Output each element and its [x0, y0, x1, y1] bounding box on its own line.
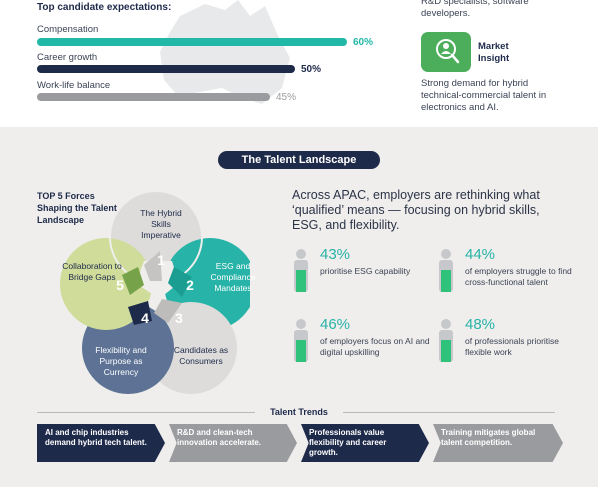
trends-divider-left [37, 412, 255, 413]
force-3-label: Candidates as Consumers [173, 345, 229, 366]
forces-flower-diagram [60, 190, 250, 394]
stat-percent: 43% [320, 246, 351, 263]
force-1-label: The Hybrid Skills Imperative [140, 208, 182, 240]
compensation-value: 60% [353, 37, 374, 48]
career-growth-bar [37, 65, 295, 73]
work-life-balance-label: Work-life balance [37, 80, 111, 91]
force-2-number: 2 [186, 277, 194, 293]
force-3-number: 3 [175, 310, 183, 326]
market-insight-icon [421, 32, 471, 72]
force-5-label: Collaboration to Bridge Gaps [62, 261, 122, 282]
stat-percent: 44% [465, 246, 496, 263]
market-insight-text: Strong demand for hybrid technical-comme… [421, 78, 547, 113]
person-icon [294, 319, 308, 362]
compensation-label: Compensation [37, 24, 99, 35]
person-icon [439, 249, 453, 292]
market-insight-title: Market Insight [478, 41, 510, 64]
career-growth-label: Career growth [37, 52, 98, 63]
talent-trends-title: Talent Trends [270, 407, 328, 417]
stat-percent: 48% [465, 316, 496, 333]
roles-text: R&D specialists, software developers. [421, 0, 529, 19]
force-4-label: Flexibility and Purpose as Currency [95, 345, 147, 377]
australia-map-icon [160, 0, 290, 104]
forces-title: TOP 5 Forces Shaping the Talent Landscap… [37, 191, 117, 225]
force-5-number: 5 [116, 277, 124, 293]
trend-4: Training mitigates global talent competi… [433, 424, 563, 462]
force-2-label: ESG and Compliance Mandates [210, 261, 256, 293]
expectations-section: Top candidate expectations: Compensation… [0, 0, 598, 127]
trend-2: R&D and clean-tech innovation accelerate… [169, 424, 297, 462]
stat-description: of professionals prioritise flexible wor… [465, 336, 560, 357]
trend-3: Professionals value flexibility and care… [301, 424, 429, 462]
force-1-number: 1 [157, 252, 165, 268]
trends-divider-right [343, 412, 555, 413]
work-life-balance-bar [37, 93, 270, 101]
person-icon [439, 319, 453, 362]
work-life-balance-value: 45% [276, 92, 297, 103]
force-4-number: 4 [141, 310, 149, 326]
expectations-title: Top candidate expectations: [37, 2, 172, 13]
stat-description: prioritise ESG capability [320, 266, 411, 276]
stat-description: of employers struggle to find cross-func… [465, 266, 572, 287]
stat-percent: 46% [320, 316, 351, 333]
landscape-intro: Across APAC, employers are rethinking wh… [292, 188, 540, 232]
compensation-bar [37, 38, 347, 46]
trend-1: AI and chip industries demand hybrid tec… [37, 424, 165, 462]
person-icon [294, 249, 308, 292]
talent-landscape-title: The Talent Landscape [218, 151, 380, 169]
career-growth-value: 50% [301, 64, 322, 75]
stat-description: of employers focus on AI and digital ups… [320, 336, 430, 357]
